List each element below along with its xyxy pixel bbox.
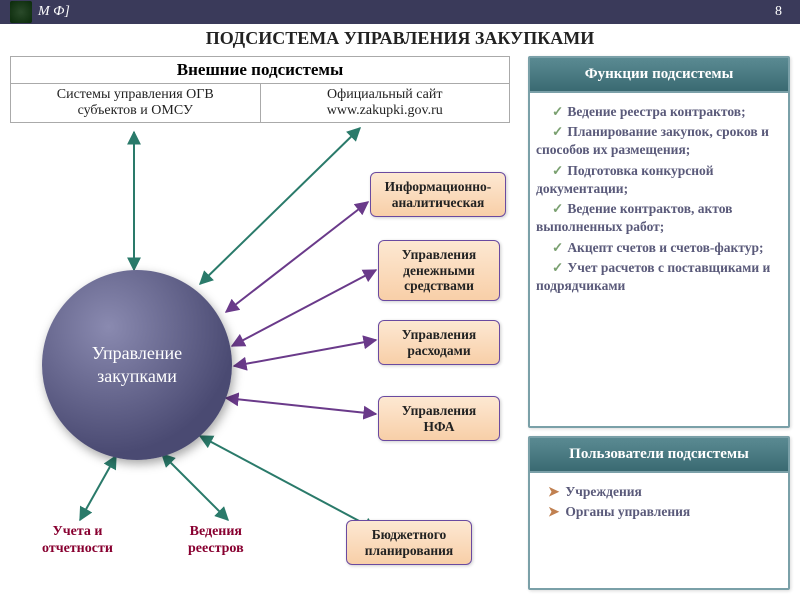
topbar-left: М Ф]	[10, 1, 70, 23]
function-item: ✓Акцепт счетов и счетов-фактур;	[536, 239, 782, 257]
subsystem-box: Бюджетногопланирования	[346, 520, 472, 565]
function-item: ✓Ведение контрактов, актов выполненных р…	[536, 200, 782, 236]
subsystem-box: Управлениярасходами	[378, 320, 500, 365]
ext-cell-2: Официальный сайтwww.zakupki.gov.ru	[261, 84, 510, 122]
ext-header: Внешние подсистемы	[11, 57, 509, 84]
subsystem-label: Веденияреестров	[188, 524, 244, 558]
function-item: ✓Подготовка конкурсной документации;	[536, 162, 782, 198]
function-item: ✓Ведение реестра контрактов;	[536, 103, 782, 121]
subsystem-box: УправленияНФА	[378, 396, 500, 441]
user-item: ➤Органы управления	[536, 503, 782, 521]
subsystem-label: Учета иотчетности	[42, 524, 113, 558]
page-number: 8	[767, 4, 790, 20]
users-header: Пользователи подсистемы	[530, 438, 788, 473]
mf-label: М Ф]	[38, 4, 70, 20]
functions-panel: Функции подсистемы ✓Ведение реестра конт…	[528, 56, 790, 428]
central-node: Управлениезакупками	[42, 270, 232, 460]
subsystem-box: Управленияденежнымисредствами	[378, 240, 500, 301]
topbar: М Ф] 8	[0, 0, 800, 24]
logo-icon	[10, 1, 32, 23]
ext-cell-1: Системы управления ОГВсубъектов и ОМСУ	[11, 84, 261, 122]
functions-body: ✓Ведение реестра контрактов; ✓Планировани…	[530, 93, 788, 309]
function-item: ✓Планирование закупок, сроков и способов…	[536, 123, 782, 159]
slide-title: ПОДСИСТЕМА УПРАВЛЕНИЯ ЗАКУПКАМИ	[0, 24, 800, 55]
function-item: ✓Учет расчетов с поставщиками и подрядчи…	[536, 259, 782, 295]
users-body: ➤Учреждения ➤Органы управления	[530, 473, 788, 535]
external-subsystems-table: Внешние подсистемы Системы управления ОГ…	[10, 56, 510, 123]
users-panel: Пользователи подсистемы ➤Учреждения ➤Орга…	[528, 436, 790, 590]
functions-header: Функции подсистемы	[530, 58, 788, 93]
user-item: ➤Учреждения	[536, 483, 782, 501]
subsystem-box: Информационно-аналитическая	[370, 172, 506, 217]
